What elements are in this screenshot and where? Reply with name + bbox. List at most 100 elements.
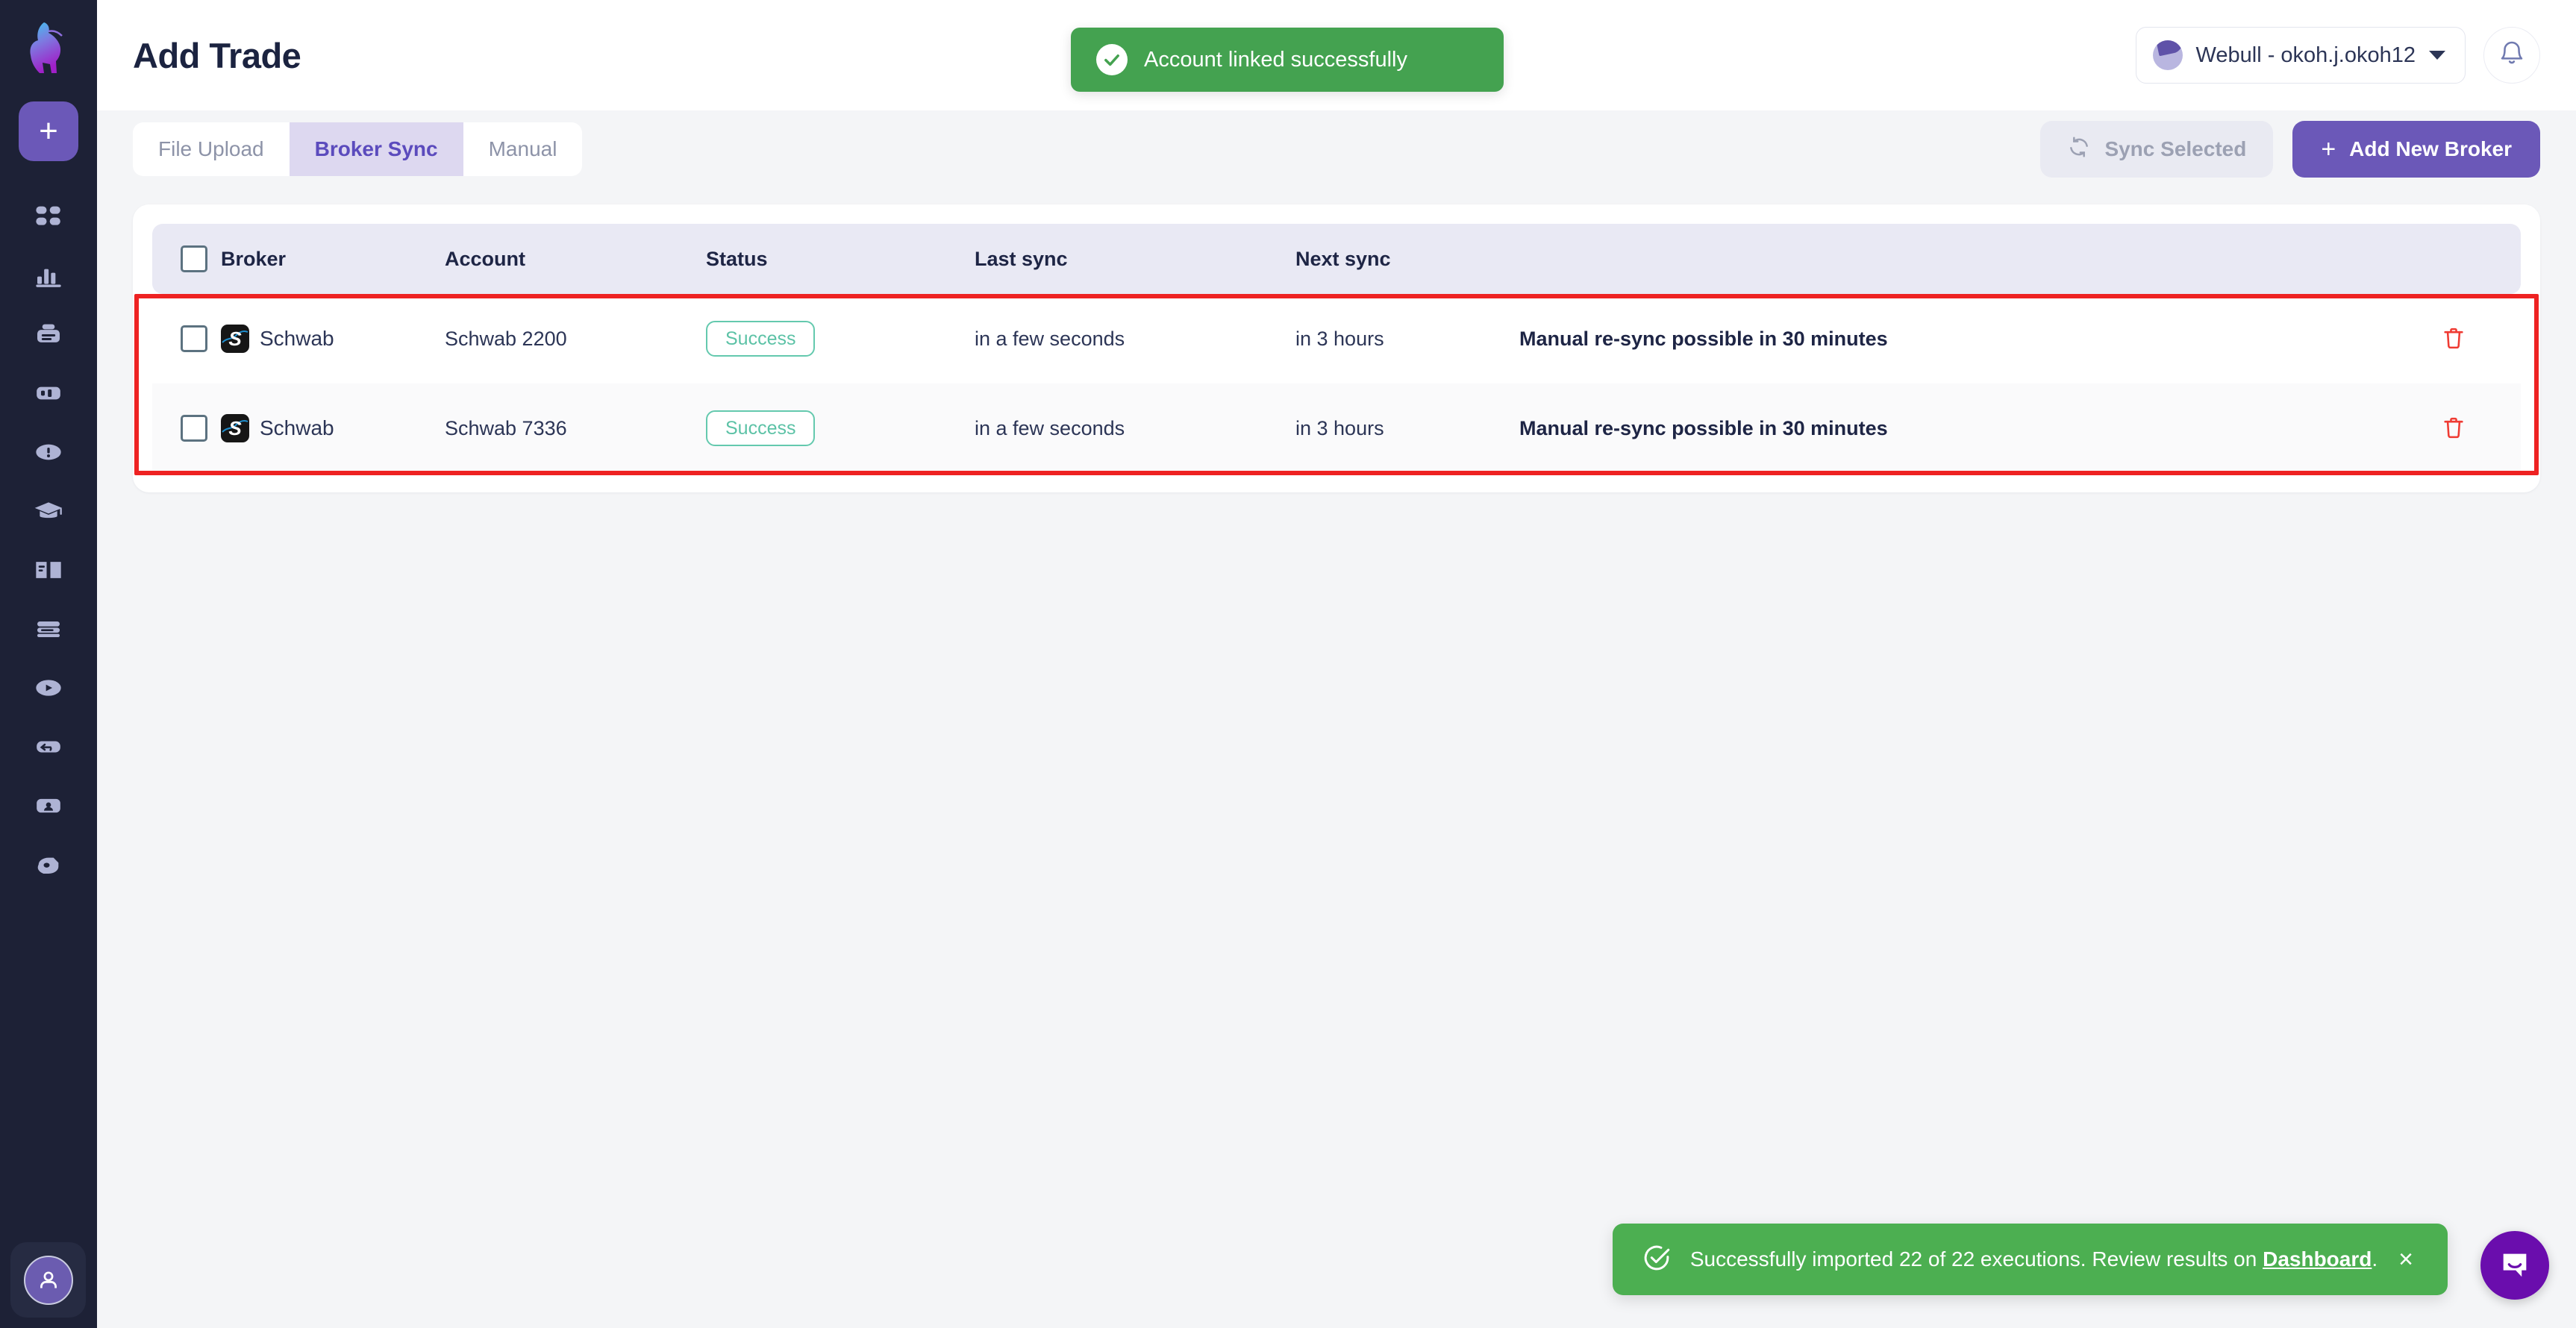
open-book-icon <box>34 555 63 585</box>
account-avatar-icon <box>2152 40 2183 70</box>
content-area: Broker Account Status Last sync Next syn… <box>97 188 2576 1328</box>
card-inner: Broker Account Status Last sync Next syn… <box>133 204 2540 492</box>
sync-selected-button[interactable]: Sync Selected <box>2040 121 2274 178</box>
column-header-note <box>1519 224 2431 294</box>
column-header-actions <box>2431 224 2521 294</box>
row-broker-label: Schwab <box>260 416 334 439</box>
toast-import-result[interactable]: Successfully imported 22 of 22 execution… <box>1612 1224 2448 1295</box>
tab-manual-label: Manual <box>488 137 557 160</box>
add-new-broker-label: Add New Broker <box>2349 137 2512 160</box>
journal-icon <box>34 319 63 349</box>
account-selector[interactable]: Webull - okoh.j.okoh12 <box>2135 27 2466 84</box>
row-note-label: Manual re-sync possible in 30 minutes <box>1519 327 1888 350</box>
sidebar-item-stats[interactable] <box>0 363 97 422</box>
schwab-logo-icon: S <box>221 325 249 353</box>
bell-icon <box>2498 40 2526 72</box>
toast-close-button[interactable]: × <box>2395 1247 2416 1272</box>
select-all-header <box>152 224 221 294</box>
schwab-logo-icon: S <box>221 414 249 442</box>
sidebar-item-contacts[interactable] <box>0 776 97 835</box>
sidebar-item-library[interactable] <box>0 540 97 599</box>
main-area: Add Trade Webull - okoh.j.okoh12 <box>97 0 2576 1328</box>
refresh-icon <box>2067 135 2091 164</box>
add-new-button[interactable]: + <box>19 101 78 161</box>
add-new-broker-button[interactable]: + Add New Broker <box>2292 121 2540 178</box>
broker-sync-card: Broker Account Status Last sync Next syn… <box>133 204 2540 492</box>
delete-row-button[interactable] <box>2431 406 2476 451</box>
dashboard-link[interactable]: Dashboard <box>2263 1247 2372 1271</box>
sidebar-item-academy[interactable] <box>0 481 97 540</box>
alert-circle-icon <box>34 437 63 467</box>
delete-row-button[interactable] <box>2431 316 2476 361</box>
contact-card-icon <box>34 791 63 821</box>
table-header-row: Broker Account Status Last sync Next syn… <box>152 224 2521 294</box>
row-checkbox[interactable] <box>181 415 207 442</box>
row-account-cell: Schwab 7336 <box>445 416 567 439</box>
sidebar-item-backtest[interactable] <box>0 717 97 776</box>
graduation-cap-icon <box>34 496 63 526</box>
chat-bubble-icon <box>2498 1247 2532 1285</box>
row-next-sync-cell: in 3 hours <box>1295 416 1384 439</box>
add-button-label: + <box>39 113 58 149</box>
column-header-account: Account <box>445 247 525 270</box>
row-last-sync-cell: in a few seconds <box>975 327 1125 350</box>
notes-list-icon <box>34 614 63 644</box>
topbar-right: Webull - okoh.j.okoh12 <box>2135 27 2540 84</box>
select-all-checkbox[interactable] <box>181 245 207 272</box>
broker-sync-table: Broker Account Status Last sync Next syn… <box>152 224 2521 473</box>
toolbar: File Upload Broker Sync Manual <box>97 110 2576 188</box>
toast-message-after: . <box>2372 1247 2378 1271</box>
row-checkbox[interactable] <box>181 325 207 352</box>
status-badge: Success <box>706 410 816 446</box>
table-body: S Schwab Schwab 2200 Success in a few s <box>152 294 2521 473</box>
toast-account-linked-message: Account linked successfully <box>1144 47 1407 72</box>
sidebar-item-share[interactable] <box>0 835 97 894</box>
account-selector-label: Webull - okoh.j.okoh12 <box>2195 43 2416 67</box>
bar-chart-icon <box>34 260 63 290</box>
plus-icon: + <box>2321 135 2336 163</box>
trash-icon <box>2441 415 2466 442</box>
chevron-down-icon <box>2429 51 2445 60</box>
sync-selected-label: Sync Selected <box>2104 137 2247 160</box>
tab-list: File Upload Broker Sync Manual <box>133 122 583 176</box>
row-next-sync-cell: in 3 hours <box>1295 327 1384 350</box>
sidebar-item-alerts[interactable] <box>0 422 97 481</box>
trash-icon <box>2441 325 2466 353</box>
column-header-next-sync: Next sync <box>1295 247 1391 270</box>
column-header-last-sync: Last sync <box>975 247 1068 270</box>
row-status-cell: Success <box>706 383 975 473</box>
tab-broker-sync-label: Broker Sync <box>314 137 438 160</box>
row-broker-label: Schwab <box>260 327 334 350</box>
sidebar-item-dashboard[interactable] <box>0 187 97 245</box>
tab-file-upload-label: File Upload <box>158 137 264 160</box>
tab-broker-sync[interactable]: Broker Sync <box>289 122 463 176</box>
check-circle-outline-icon <box>1641 1242 1672 1277</box>
sidebar-user-avatar[interactable] <box>10 1242 86 1318</box>
toolbar-actions: Sync Selected + Add New Broker <box>2040 121 2540 178</box>
check-circle-icon <box>1096 44 1128 75</box>
sidebar-item-notes[interactable] <box>0 599 97 658</box>
tab-manual[interactable]: Manual <box>463 122 583 176</box>
row-actions-cell <box>2431 294 2521 383</box>
tab-file-upload[interactable]: File Upload <box>133 122 290 176</box>
row-last-sync-cell: in a few seconds <box>975 416 1125 439</box>
chat-widget-button[interactable] <box>2480 1231 2549 1300</box>
notifications-button[interactable] <box>2483 27 2540 84</box>
row-account-cell: Schwab 2200 <box>445 327 567 350</box>
toast-import-result-message: Successfully imported 22 of 22 execution… <box>1690 1247 2378 1271</box>
sidebar-nav-list <box>0 187 97 894</box>
row-broker-cell: S Schwab <box>221 294 445 383</box>
undo-box-icon <box>34 732 63 762</box>
sidebar-item-replay[interactable] <box>0 658 97 717</box>
goat-logo-icon[interactable] <box>17 16 80 79</box>
row-status-cell: Success <box>706 294 975 383</box>
row-note-cell: Manual re-sync possible in 30 minutes <box>1519 294 2431 383</box>
sidebar-item-journal[interactable] <box>0 304 97 363</box>
row-note-label: Manual re-sync possible in 30 minutes <box>1519 416 1888 439</box>
battery-stats-icon <box>34 378 63 408</box>
sidebar-item-analytics[interactable] <box>0 245 97 304</box>
row-actions-cell <box>2431 383 2521 473</box>
toast-account-linked[interactable]: Account linked successfully <box>1071 28 1504 92</box>
column-header-broker: Broker <box>221 247 287 270</box>
